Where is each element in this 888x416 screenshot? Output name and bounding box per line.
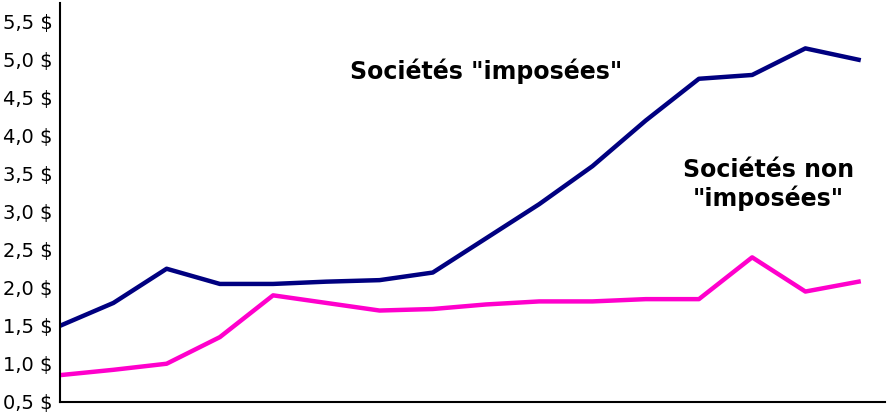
Text: Sociétés "imposées": Sociétés "imposées" bbox=[350, 58, 622, 84]
Text: Sociétés non: Sociétés non bbox=[683, 158, 853, 182]
Text: "imposées": "imposées" bbox=[693, 185, 844, 211]
